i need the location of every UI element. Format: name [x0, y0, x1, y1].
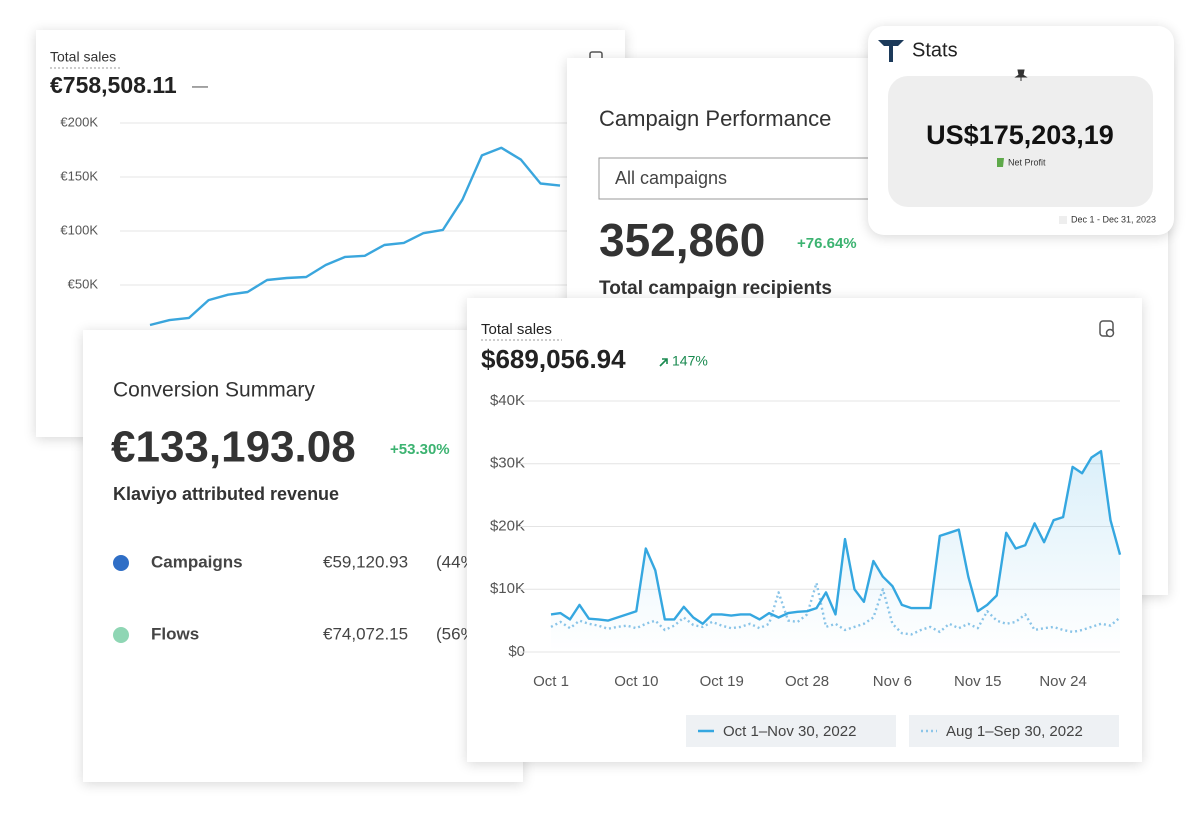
- legend-dot: [113, 555, 129, 571]
- change: —: [192, 78, 208, 95]
- y-tick-label: €150K: [60, 168, 98, 183]
- area: [551, 451, 1120, 652]
- card-title: Total sales: [481, 321, 552, 338]
- up-arrow: [659, 358, 668, 367]
- y-tick-label: €50K: [68, 276, 99, 291]
- total-value: €133,193.08: [111, 423, 356, 472]
- stats-card: Stats US$175,203,19 Net Profit Dec 1 - D…: [868, 26, 1174, 235]
- x-tick-label: Nov 6: [873, 673, 912, 690]
- metric-label: Klaviyo attributed revenue: [113, 484, 339, 504]
- stat-box: [888, 76, 1153, 207]
- report-icon[interactable]: [1099, 320, 1114, 337]
- date-icon: [1059, 216, 1067, 224]
- y-tick-label: €100K: [60, 222, 98, 237]
- x-tick-label: Nov 15: [954, 673, 1002, 690]
- stats-card-canvas: Stats US$175,203,19 Net Profit Dec 1 - D…: [878, 39, 1156, 224]
- dropdown[interactable]: [598, 157, 900, 200]
- line: [149, 146, 561, 327]
- shop-icon: [997, 158, 1004, 167]
- date-range: Dec 1 - Dec 31, 2023: [1071, 214, 1156, 224]
- dropdown-label[interactable]: All campaigns: [615, 168, 727, 188]
- legend-dot: [113, 627, 129, 643]
- row-value: €59,120.93: [323, 552, 408, 571]
- x-tick-label: Oct 28: [785, 673, 829, 690]
- stat-label: Net Profit: [1008, 157, 1046, 167]
- x-tick-label: Nov 24: [1039, 673, 1087, 690]
- row-name: Flows: [151, 624, 199, 643]
- x-tick-label: Oct 19: [700, 673, 744, 690]
- y-tick-label: $30K: [490, 455, 525, 472]
- report-icon-lens[interactable]: [1105, 328, 1115, 338]
- card-title: Total sales: [50, 49, 116, 65]
- legend-box[interactable]: [686, 715, 896, 747]
- card-title: Stats: [912, 39, 958, 61]
- line: [550, 450, 1122, 625]
- change: 147%: [672, 353, 708, 369]
- logo: [878, 40, 904, 62]
- card-title: Conversion Summary: [113, 379, 315, 402]
- stat-value: US$175,203,19: [926, 120, 1114, 150]
- legend-box[interactable]: [909, 715, 1119, 747]
- sales-card: Total sales $689,056.94 147% $0 $10K $20K $…: [467, 298, 1142, 762]
- legend-label: Aug 1–Sep 30, 2022: [946, 723, 1083, 740]
- change: +53.30%: [390, 441, 450, 458]
- campaign-card-canvas: Campaign Performance All campaigns 352,8…: [598, 106, 900, 299]
- row-name: Campaigns: [151, 552, 243, 571]
- conversion-card-canvas: Conversion Summary €133,193.08 +53.30% K…: [111, 379, 481, 644]
- y-tick-label: €200K: [60, 114, 98, 129]
- conversion-card: Conversion Summary €133,193.08 +53.30% K…: [83, 330, 523, 782]
- change: +76.64%: [797, 235, 857, 252]
- row-value: €74,072.15: [323, 624, 408, 643]
- y-tick-label: $10K: [490, 580, 525, 597]
- x-tick-label: Oct 1: [533, 673, 569, 690]
- y-tick-label: $0: [508, 643, 525, 660]
- total-value: 352,860: [599, 214, 765, 266]
- y-tick-label: $20K: [490, 517, 525, 534]
- metric-label: Total campaign recipients: [599, 278, 832, 299]
- total-value: €758,508.11: [50, 72, 177, 98]
- sales-card-canvas: Total sales €758,508.11 — €50K €100K €150K…: [50, 49, 625, 327]
- x-tick-label: Oct 10: [614, 673, 658, 690]
- pin-icon[interactable]: [1014, 69, 1028, 81]
- y-tick-label: $40K: [490, 392, 525, 409]
- sales-card-canvas: Total sales $689,056.94 147% $0 $10K $20K $…: [481, 320, 1122, 747]
- legend-label: Oct 1–Nov 30, 2022: [723, 723, 856, 740]
- card-title: Campaign Performance: [599, 106, 831, 131]
- total-value: $689,056.94: [481, 344, 626, 374]
